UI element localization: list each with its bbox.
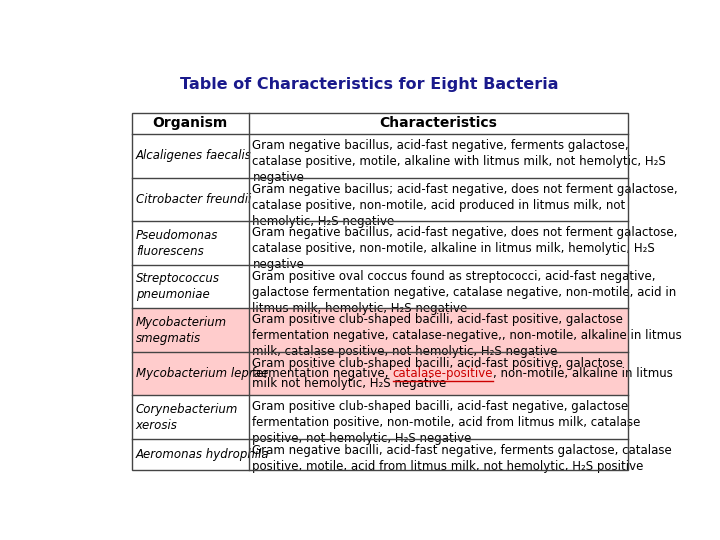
- Text: Gram negative bacillus, acid-fast negative, does not ferment galactose,
catalase: Gram negative bacillus, acid-fast negati…: [253, 226, 678, 271]
- Text: Mycobacterium
smegmatis: Mycobacterium smegmatis: [136, 315, 227, 345]
- Text: Organism: Organism: [153, 117, 228, 131]
- Bar: [132, 395, 629, 439]
- Bar: [132, 113, 629, 134]
- Text: , non-motile, alkaline in litmus: , non-motile, alkaline in litmus: [493, 367, 673, 380]
- Text: Citrobacter freundii: Citrobacter freundii: [136, 193, 251, 206]
- Text: catalase-positive: catalase-positive: [392, 367, 493, 380]
- Text: Table of Characteristics for Eight Bacteria: Table of Characteristics for Eight Bacte…: [180, 77, 558, 92]
- Text: Pseudomonas
fluorescens: Pseudomonas fluorescens: [136, 228, 218, 258]
- Text: Streptococcus
pneumoniae: Streptococcus pneumoniae: [136, 272, 220, 301]
- Bar: [132, 221, 629, 265]
- Bar: [132, 308, 629, 352]
- Text: Gram positive club-shaped bacilli, acid-fast negative, galactose
fermentation po: Gram positive club-shaped bacilli, acid-…: [253, 400, 641, 445]
- Text: Gram negative bacillus; acid-fast negative, does not ferment galactose,
catalase: Gram negative bacillus; acid-fast negati…: [253, 183, 678, 228]
- Text: Gram negative bacilli, acid-fast negative, ferments galactose, catalase
positive: Gram negative bacilli, acid-fast negativ…: [253, 444, 672, 473]
- Bar: [132, 178, 629, 221]
- Bar: [132, 439, 629, 470]
- Text: Aeromonas hydrophila: Aeromonas hydrophila: [136, 448, 269, 461]
- Text: Gram positive club-shaped bacilli, acid-fast positive, galactose
fermentation ne: Gram positive club-shaped bacilli, acid-…: [253, 313, 683, 358]
- Text: Mycobacterium leprae: Mycobacterium leprae: [136, 367, 268, 380]
- Bar: [132, 113, 629, 470]
- Text: Gram positive club-shaped bacilli, acid-fast positive, galactose: Gram positive club-shaped bacilli, acid-…: [253, 357, 624, 370]
- Text: milk not hemolytic, H₂S negative: milk not hemolytic, H₂S negative: [253, 377, 446, 390]
- Text: fermentation negative,: fermentation negative,: [253, 367, 392, 380]
- Text: Corynebacterium
xerosis: Corynebacterium xerosis: [136, 402, 238, 431]
- Bar: [132, 134, 629, 178]
- Text: Alcaligenes faecalis: Alcaligenes faecalis: [136, 150, 251, 163]
- Text: Gram positive oval coccus found as streptococci, acid-fast negative,
galactose f: Gram positive oval coccus found as strep…: [253, 270, 677, 315]
- Bar: [132, 352, 629, 395]
- Bar: [132, 265, 629, 308]
- Text: Gram negative bacillus, acid-fast negative, ferments galactose,
catalase positiv: Gram negative bacillus, acid-fast negati…: [253, 139, 666, 184]
- Text: Characteristics: Characteristics: [379, 117, 498, 131]
